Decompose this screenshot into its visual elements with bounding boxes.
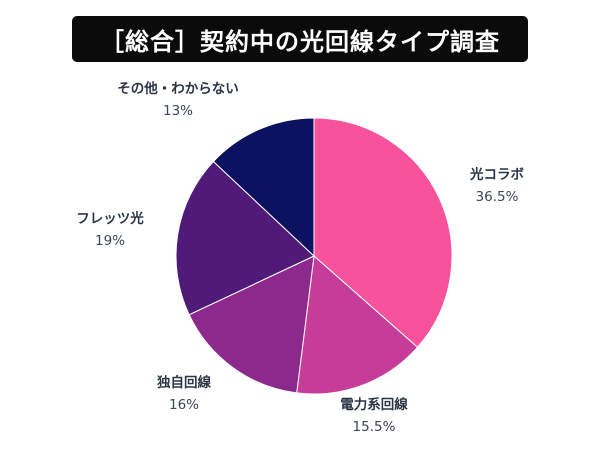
pie-slice-other [212,117,315,258]
slice-label-dokuji: 独自回線 16% [157,372,211,416]
slice-percent: 15.5% [352,419,396,435]
slice-percent: 19% [94,233,125,249]
pie-slice-flets [175,160,315,316]
chart-title: ［総合］契約中の光回線タイプ調査 [100,27,500,56]
pie-slice-hikari-collabo [313,117,453,348]
slice-percent: 13% [162,103,193,119]
slice-percent: 36.5% [475,189,519,205]
slice-label-other: その他・わからない 13% [117,78,239,122]
pie-slice-denryokukei [296,255,419,395]
slice-name: 独自回線 [157,375,211,391]
slice-label-denryokukei: 電力系回線 15.5% [340,394,408,438]
slice-percent: 16% [168,397,199,413]
slice-label-flets: フレッツ光 19% [76,208,144,252]
slice-name: 光コラボ [470,167,524,183]
slice-label-hikari-collabo: 光コラボ 36.5% [470,164,524,208]
slice-name: フレッツ光 [76,211,144,227]
slice-name: 電力系回線 [340,397,408,413]
slice-name: その他・わからない [117,81,239,97]
title-banner: ［総合］契約中の光回線タイプ調査 [72,16,528,62]
pie-slice-dokuji [188,255,315,394]
